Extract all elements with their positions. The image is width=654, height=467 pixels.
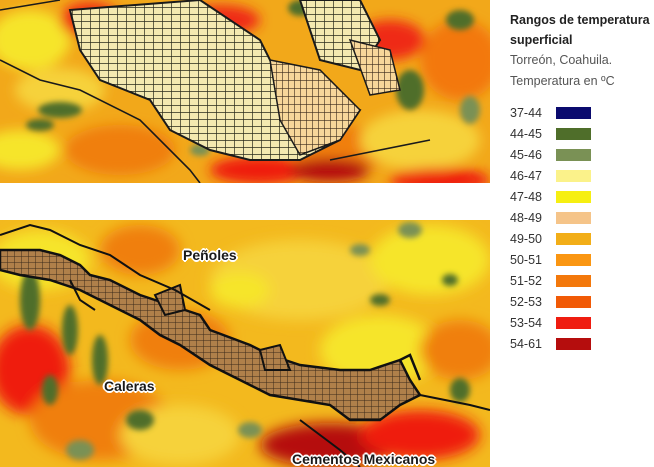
legend-range-label: 46-47 [510,168,542,183]
label-cementos-mexicanos: Cementos Mexicanos [292,451,436,467]
legend-subtitle-line2: Temperatura en ºC [510,74,615,88]
legend-range-label: 44-45 [510,126,542,141]
legend-color-swatch [556,253,591,266]
legend-color-swatch [556,190,591,203]
legend-color-swatch [556,148,591,161]
label-penoles: Peñoles [183,247,237,263]
legend-color-swatch [556,127,591,140]
legend-color-swatch [556,337,591,350]
legend-row: 52-53 [510,291,654,312]
legend-row: 54-61 [510,333,654,354]
legend-color-swatch [556,169,591,182]
legend-row: 46-47 [510,165,654,186]
legend-row: 50-51 [510,249,654,270]
map-top-panel [0,0,490,183]
legend-range-label: 48-49 [510,210,542,225]
legend-range-label: 37-44 [510,105,542,120]
legend-row: 45-46 [510,144,654,165]
map-bottom-svg [0,220,490,467]
legend-row: 44-45 [510,123,654,144]
legend-title-line1: Rangos de temperatura [510,13,650,27]
legend-title-line2: superficial [510,33,573,47]
legend-color-swatch [556,316,591,329]
legend-row: 53-54 [510,312,654,333]
label-caleras: Caleras [104,378,155,394]
map-top-svg [0,0,490,183]
legend-color-swatch [556,211,591,224]
legend-color-swatch [556,274,591,287]
legend-range-label: 50-51 [510,252,542,267]
legend-subtitle-line1: Torreón, Coahuila. [510,53,613,67]
legend-range-label: 52-53 [510,294,542,309]
legend-range-label: 49-50 [510,231,542,246]
map-bottom-panel: Peñoles Caleras Cementos Mexicanos [0,220,490,467]
legend-title: Rangos de temperatura superficial [510,10,654,50]
legend-range-label: 47-48 [510,189,542,204]
legend-color-swatch [556,106,591,119]
legend-range-label: 54-61 [510,336,542,351]
legend-subtitle: Torreón, Coahuila. Temperatura en ºC [510,50,654,92]
legend: Rangos de temperatura superficial Torreó… [510,0,654,354]
legend-color-swatch [556,295,591,308]
legend-row: 47-48 [510,186,654,207]
legend-color-swatch [556,232,591,245]
legend-row: 48-49 [510,207,654,228]
legend-range-label: 45-46 [510,147,542,162]
legend-row: 51-52 [510,270,654,291]
legend-range-label: 53-54 [510,315,542,330]
legend-row: 49-50 [510,228,654,249]
legend-range-label: 51-52 [510,273,542,288]
legend-rows: 37-44 44-45 45-46 46-47 47-48 48-49 49-50 50-51… [510,102,654,354]
legend-row: 37-44 [510,102,654,123]
